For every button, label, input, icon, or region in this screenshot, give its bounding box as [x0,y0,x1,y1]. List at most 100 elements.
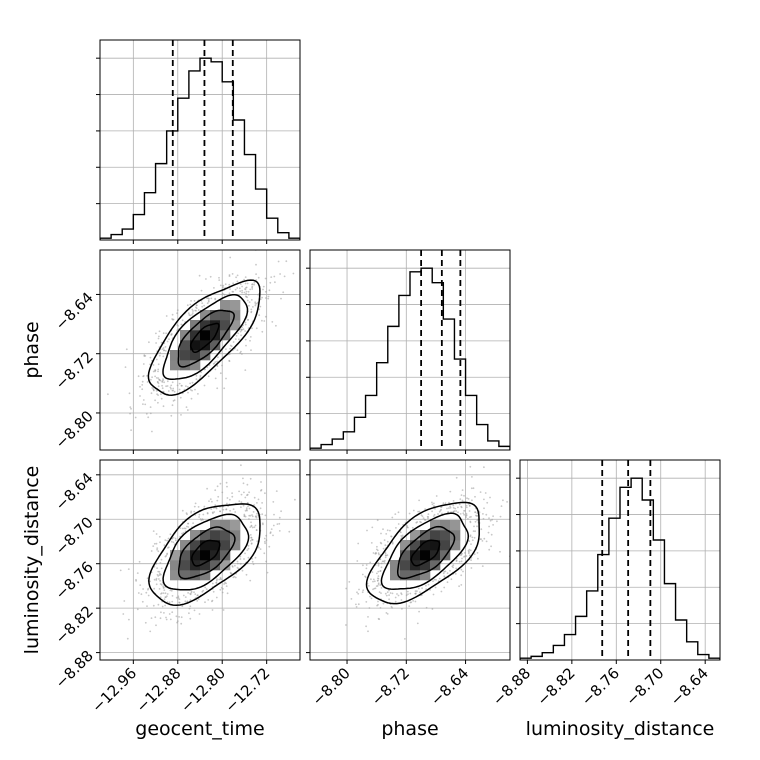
scatter-point [219,576,222,579]
scatter-point [482,517,485,520]
scatter-point [162,592,165,594]
scatter-point [214,504,217,506]
scatter-point [442,572,445,575]
scatter-point [267,297,270,300]
scatter-point [185,406,188,408]
density-cell [420,570,431,581]
scatter-point [468,510,471,512]
scatter-point [457,506,459,509]
scatter-point [419,591,421,594]
scatter-point [458,585,460,588]
density-cell [230,530,241,541]
scatter-point [181,509,184,512]
scatter-point [233,575,236,578]
scatter-point [416,622,419,625]
scatter-point [175,615,178,618]
scatter-point [158,535,161,538]
scatter-point [240,506,242,509]
scatter-point [247,544,250,547]
scatter-point [405,594,408,597]
scatter-point [141,388,144,391]
scatter-point [357,592,360,595]
scatter-point [256,512,258,515]
scatter-point [198,516,201,518]
scatter-point [186,386,189,388]
scatter-point [362,589,365,592]
scatter-point [448,501,450,504]
scatter-point [240,334,243,337]
scatter-point [474,495,476,498]
scatter-point [152,389,155,392]
density-cell [200,550,211,561]
scatter-point [219,510,222,513]
scatter-point [471,539,474,542]
scatter-point [431,501,433,504]
scatter-point [239,558,242,560]
scatter-point [440,508,442,511]
scatter-point [270,528,273,530]
scatter-point [189,592,192,595]
scatter-point [194,502,197,505]
scatter-point [166,539,169,542]
scatter-point [163,381,166,384]
scatter-point [474,530,476,533]
scatter-point [401,536,404,538]
density-cell [220,320,231,331]
scatter-point [460,574,463,577]
scatter-point [153,578,156,581]
scatter-point [159,617,162,620]
y-tick-label: −8.76 [52,558,97,603]
scatter-point [465,506,468,509]
density-cell [410,530,421,541]
scatter-point [486,501,489,504]
scatter-point [157,394,160,396]
scatter-point [469,520,472,523]
density-cell [190,570,201,581]
density-cell [190,340,201,351]
density-cell [210,320,221,331]
scatter-point [157,385,160,388]
scatter-point [169,386,172,389]
scatter-point [241,326,244,328]
scatter-point [455,510,457,512]
scatter-point [401,534,404,537]
scatter-point [418,610,420,613]
scatter-point [390,535,393,538]
scatter-point [127,568,130,570]
scatter-point [375,552,377,555]
scatter-point [391,607,394,609]
scatter-point [273,275,276,278]
scatter-point [191,389,194,392]
scatter-point [223,293,226,296]
scatter-point [431,510,433,513]
scatter-point [184,527,187,530]
scatter-point [156,567,159,569]
scatter-point [476,525,478,528]
scatter-point [184,600,187,603]
scatter-point [241,289,244,292]
scatter-point [380,587,383,589]
ylabel-phase: phase [21,321,43,378]
scatter-point [465,555,468,557]
density-cell [230,520,241,531]
scatter-point [407,526,409,529]
scatter-point [370,597,373,600]
scatter-point [212,590,215,593]
scatter-point [394,513,397,515]
scatter-point [146,605,148,607]
scatter-point [149,630,152,633]
scatter-point [379,584,382,587]
histogram-luminosity_distance [520,477,720,660]
scatter-point [154,616,157,619]
scatter-point [471,499,473,502]
scatter-point [192,310,194,312]
density-cell [210,530,221,541]
scatter-point [459,498,462,500]
scatter-point [196,594,199,597]
scatter-point [452,500,455,502]
scatter-point [452,566,454,569]
scatter-point [186,409,189,411]
scatter-point [214,368,217,371]
scatter-point [247,556,250,559]
scatter-point [250,521,252,524]
